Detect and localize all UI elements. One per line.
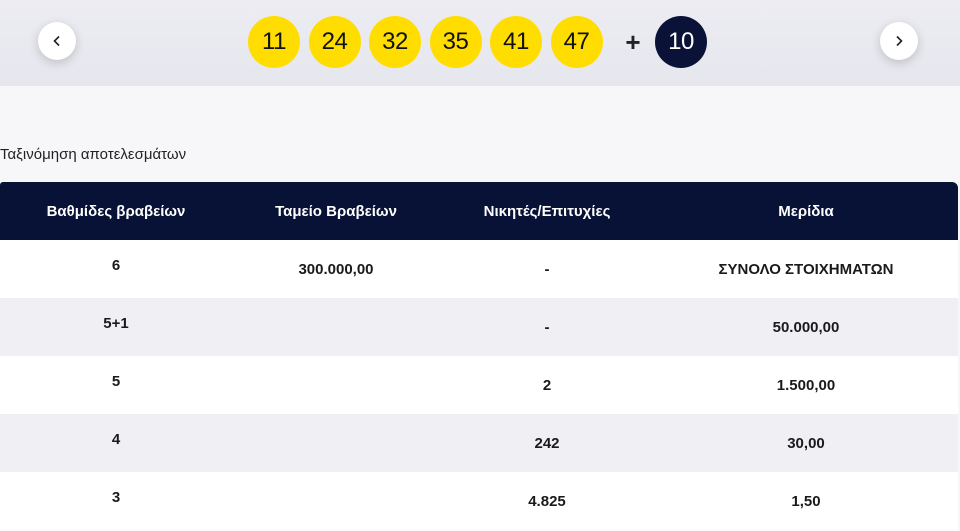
- table-header: Βαθμίδες βραβείων Ταμείο Βραβείων Νικητέ…: [0, 182, 958, 240]
- winners-cell: -: [544, 318, 550, 336]
- number-ball: 41: [490, 16, 542, 68]
- winners-cell: 4.825: [528, 492, 566, 510]
- winners-cell: 2: [542, 376, 552, 394]
- tier-cell: 3: [111, 488, 121, 506]
- table-row: 3 4.825 1,50: [0, 472, 958, 530]
- chevron-right-icon: [896, 35, 903, 47]
- table-row: 5 2 1.500,00: [0, 356, 958, 414]
- table-row: 6 300.000,00 - ΣΥΝΟΛΟ ΣΤΟΙΧΗΜΑΤΩΝ: [0, 240, 958, 298]
- sort-results-label[interactable]: Ταξινόμηση αποτελεσμάτων: [0, 146, 187, 163]
- winners-cell: 242: [534, 434, 560, 452]
- share-cell: ΣΥΝΟΛΟ ΣΤΟΙΧΗΜΑΤΩΝ: [718, 260, 894, 278]
- share-cell: 30,00: [787, 434, 825, 452]
- number-ball: 32: [369, 16, 421, 68]
- number-ball: 47: [550, 16, 603, 68]
- previous-draw-button[interactable]: [38, 22, 76, 60]
- fund-cell: 300.000,00: [298, 260, 374, 278]
- tier-cell: 5+1: [103, 314, 129, 332]
- header-winners: Νικητές/Επιτυχίες: [483, 202, 611, 220]
- winners-cell: -: [544, 260, 550, 278]
- winning-numbers: 11 24 32 35 41 47 + 10: [248, 16, 707, 68]
- number-ball: 24: [308, 16, 361, 68]
- share-cell: 50.000,00: [772, 318, 840, 336]
- bonus-ball: 10: [655, 16, 707, 68]
- tier-cell: 5: [111, 372, 121, 390]
- prize-table: Βαθμίδες βραβείων Ταμείο Βραβείων Νικητέ…: [0, 182, 958, 530]
- tier-cell: 6: [111, 256, 121, 274]
- header-prize-tiers: Βαθμίδες βραβείων: [46, 202, 186, 220]
- header-shares: Μερίδια: [778, 202, 834, 220]
- tier-cell: 4: [111, 430, 121, 448]
- share-cell: 1.500,00: [776, 376, 836, 394]
- next-draw-button[interactable]: [880, 22, 918, 60]
- header-prize-fund: Ταμείο Βραβείων: [275, 202, 397, 220]
- plus-sign: +: [625, 26, 641, 57]
- number-ball: 11: [248, 16, 300, 68]
- table-row: 4 242 30,00: [0, 414, 958, 472]
- table-row: 5+1 - 50.000,00: [0, 298, 958, 356]
- number-ball: 35: [429, 16, 482, 68]
- chevron-left-icon: [53, 35, 60, 47]
- share-cell: 1,50: [791, 492, 821, 510]
